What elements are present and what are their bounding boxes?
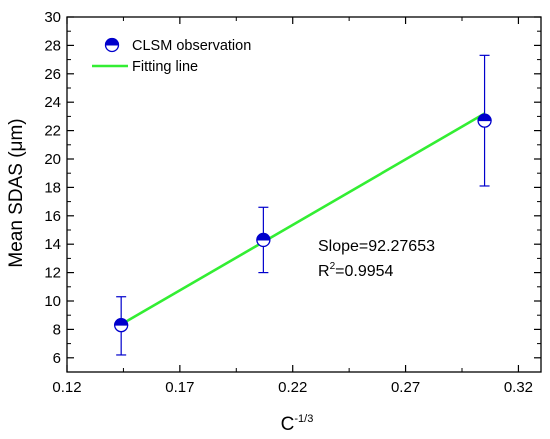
legend: CLSM observation Fitting line [92, 37, 251, 75]
data-point [477, 54, 492, 187]
y-tick-label: 24 [44, 94, 61, 111]
observation-marker [477, 113, 492, 128]
y-tick-label: 30 [44, 9, 61, 26]
observation-marker [256, 232, 271, 248]
legend-marker-clsm [104, 37, 120, 53]
y-tick-label: 8 [53, 321, 61, 338]
x-tick-label: 0.27 [391, 379, 420, 396]
marker-fill [104, 38, 120, 46]
y-tick-label: 28 [44, 37, 61, 54]
data-point [256, 206, 271, 274]
legend-label-clsm: CLSM observation [132, 38, 251, 54]
x-tick-label: 0.32 [504, 379, 533, 396]
y-tick-label: 12 [44, 265, 61, 282]
plot-frame [66, 16, 542, 373]
observation-marker [114, 317, 129, 333]
fitting-line [120, 112, 486, 326]
x-axis-title: C-1/3 [281, 413, 314, 435]
legend-label-fitting: Fitting line [132, 59, 198, 75]
y-tick-label: 6 [53, 350, 61, 367]
marker-fill [114, 318, 129, 326]
x-tick-label: 0.12 [52, 379, 81, 396]
ticks: 0.12 0.17 0.22 0.27 0.32 6 8 10 12 14 16 18 20 22 24 26… [44, 9, 541, 396]
marker-fill [477, 113, 492, 122]
legend-marker-symbol [104, 37, 120, 53]
y-axis-title: Mean SDAS (μm) [6, 118, 27, 267]
x-tick-label: 0.17 [165, 379, 194, 396]
x-tick-label: 0.22 [278, 379, 307, 396]
slope-annotation: Slope=92.27653 [318, 238, 435, 255]
y-tick-label: 20 [44, 151, 61, 168]
marker-fill [256, 232, 271, 241]
plot-area [114, 54, 492, 356]
y-tick-label: 16 [44, 208, 61, 225]
y-tick-label: 14 [44, 236, 61, 253]
r-squared-annotation: R2=0.9954 [318, 261, 394, 280]
y-tick-label: 10 [44, 293, 61, 310]
data-point [114, 296, 129, 356]
y-tick-label: 26 [44, 66, 61, 83]
axes [66, 16, 542, 373]
y-tick-label: 18 [44, 179, 61, 196]
y-tick-label: 22 [44, 123, 61, 140]
